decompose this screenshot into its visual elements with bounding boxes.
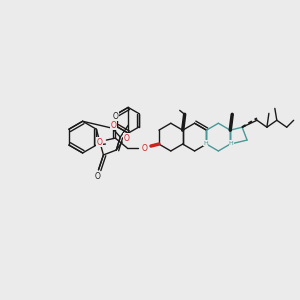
Text: H: H [203, 141, 208, 146]
Text: H: H [229, 141, 234, 146]
Text: O: O [94, 172, 100, 181]
Text: O: O [97, 138, 102, 147]
Text: O: O [112, 112, 118, 121]
Text: O: O [123, 134, 129, 142]
Text: O: O [110, 121, 116, 130]
Text: O: O [142, 143, 148, 152]
Text: O: O [97, 138, 102, 147]
